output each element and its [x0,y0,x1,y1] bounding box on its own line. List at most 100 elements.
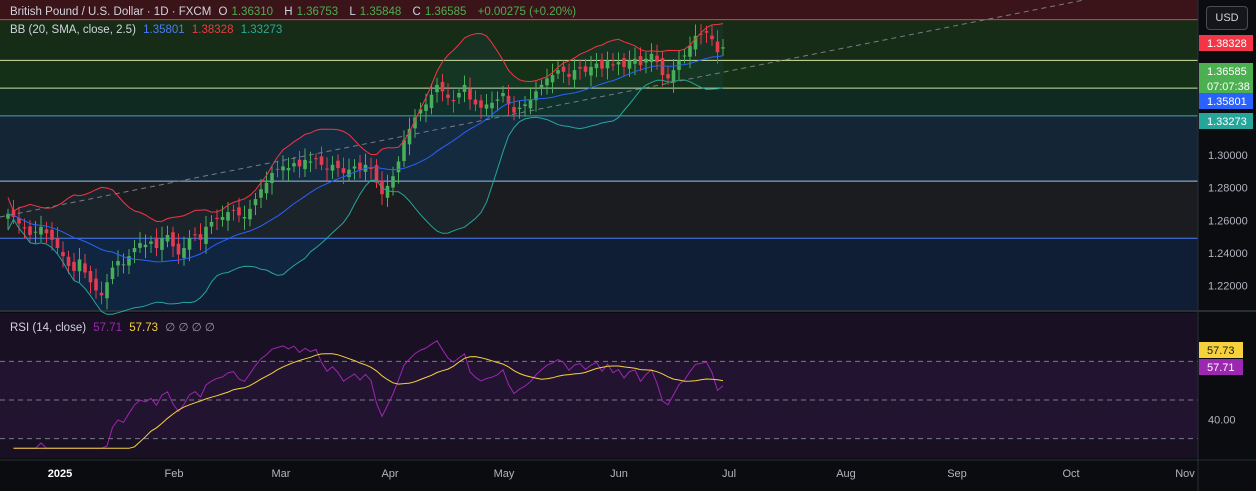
candle-body [583,66,588,72]
price-label-box [1199,63,1253,79]
currency-button[interactable]: USD [1206,6,1248,30]
candle-body [347,169,351,177]
candle-body [121,264,126,266]
bb-basis-value: 1.35801 [143,24,185,36]
candle-body [72,261,76,271]
candle-body [418,109,423,114]
time-tick-label: Sep [947,468,967,480]
candle-body [622,58,626,67]
candle-body [61,251,65,257]
trendline [0,0,1087,218]
candle-body [28,226,32,235]
price-tick-label: 1.24000 [1208,248,1248,260]
candle-body [721,47,725,49]
candle-body [435,84,439,93]
candle-body [138,243,142,248]
candle-body [220,217,225,220]
rsi-line [13,340,724,449]
candle-body [468,88,472,100]
zone-band-1 [0,19,1198,61]
candle-body [39,226,43,235]
candle-body [561,66,566,72]
price-label-value: 1.36585 [1207,66,1247,78]
rsi-value-label: 57.73 [1207,345,1235,357]
candle-body [270,172,274,184]
candle-body [143,244,148,248]
candle-body [704,31,709,33]
candle-body [528,99,533,109]
candle-body [176,243,181,255]
candle-body [534,91,538,101]
candle-body [154,237,159,248]
candle-body [94,278,98,291]
time-tick-label: 2025 [48,468,72,480]
time-tick-label: Feb [165,468,184,480]
candle-body [330,164,335,171]
time-tick-label: Jul [722,468,736,480]
candle-body [292,163,296,167]
candle-body [33,231,38,233]
candle-body [490,102,494,109]
candle-body [160,238,164,250]
candle-body [567,74,571,77]
candle-body [182,248,186,258]
candle-body [297,159,302,167]
candle-body [413,117,417,129]
candle-body [336,160,340,169]
candle-body [369,167,373,169]
rsi-value-box [1199,342,1243,358]
rsi-value-label: 57.71 [1207,362,1235,374]
candle-body [259,189,263,198]
candle-body [99,292,104,296]
candle-body [688,45,692,57]
rsi-label[interactable]: RSI (14, close) [10,322,87,334]
candle-body [77,259,82,272]
price-tick-label: 1.26000 [1208,215,1248,227]
candle-body [88,271,93,283]
change-value: +0.00275 (+0.20%) [477,6,577,18]
symbol-title[interactable]: British Pound / U.S. Dollar · 1D · FXCM [10,6,212,18]
zone-band-0 [0,0,1198,20]
candle-body [479,100,483,108]
candle-body [193,234,197,236]
candle-body [22,227,27,229]
candle-body [308,161,313,163]
time-tick-label: May [494,468,515,480]
candle-body [589,66,593,76]
candle-body [440,81,445,92]
candle-body [671,70,676,83]
candle-body [83,263,87,273]
candle-body [6,213,10,219]
candle-body [50,229,54,240]
candle-body [402,140,406,162]
candle-body [627,60,632,69]
candle-body [638,56,643,66]
candle-body [501,93,505,97]
candle-body [396,161,401,173]
candle-body [55,238,60,248]
candle-body [644,58,648,63]
bb-lower-line [7,79,724,315]
candle-body [517,107,522,110]
bb-label[interactable]: BB (20, SMA, close, 2.5) [10,24,136,36]
candle-body [352,166,357,169]
price-label-box [1199,113,1253,129]
candle-body [633,58,637,64]
candle-body [314,158,318,160]
candle-body [116,261,120,266]
candle-body [495,99,500,101]
candle-body [446,94,450,98]
rsi-legend: RSI (14, close) 57.71 57.73 ∅ ∅ ∅ ∅ [10,320,219,334]
zone-band-4 [0,115,1198,182]
candle-body [451,99,456,102]
price-label-value: 1.35801 [1207,96,1247,108]
candle-body [149,241,153,244]
rsi-ma-line [13,353,724,449]
candle-body [105,282,109,299]
candle-body [710,35,714,40]
price-tick-label: 1.28000 [1208,183,1248,195]
candle-body [545,78,549,86]
bb-lower-value: 1.33273 [240,24,283,36]
candle-body [248,208,252,220]
